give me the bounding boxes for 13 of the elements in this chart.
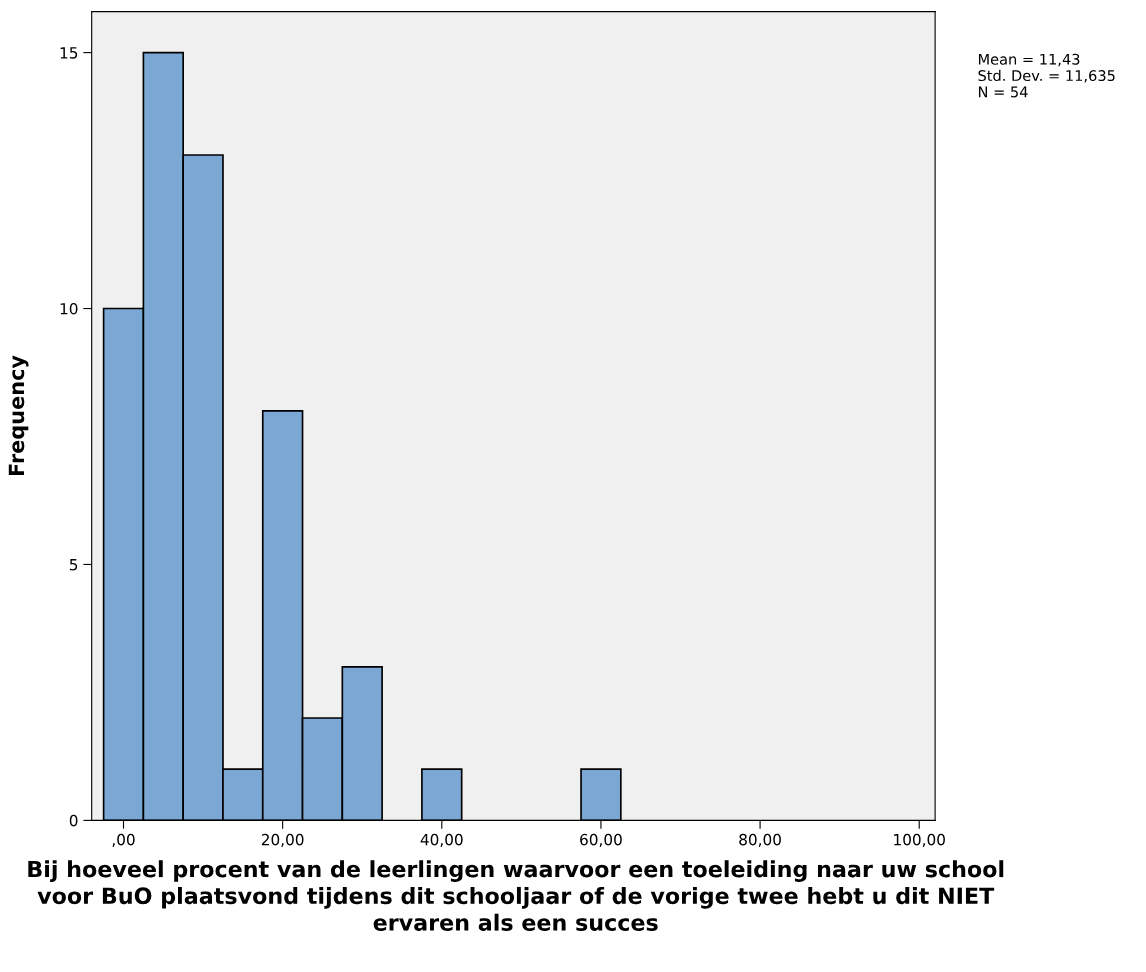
y-tick-label: 10 — [60, 303, 78, 315]
x-tick-label: 20,00 — [261, 833, 304, 847]
x-axis-title: Bij hoeveel procent van de leerlingen waarvoor een toeleiding naar uw school voor BuO plaatsvond tijdens dit schooljaar of de vorige twee hebt u dit NIET ervaren als een succes — [28, 860, 1004, 931]
x-tick-label: 40,00 — [420, 833, 463, 847]
x-tick-label: 80,00 — [739, 833, 781, 847]
y-tick-label: 5 — [69, 559, 78, 571]
y-axis-title: Frequency — [8, 355, 29, 476]
x-tick-label: 60,00 — [580, 833, 622, 847]
y-tick-label: 15 — [60, 47, 78, 59]
text: Mean = 11,43 Std. Dev. = 11,635 N = 54 — [978, 53, 1115, 98]
x-tick-label: ,00 — [112, 833, 135, 847]
x-tick-label: 100,00 — [894, 833, 945, 847]
y-tick-label: 0 — [69, 814, 78, 827]
